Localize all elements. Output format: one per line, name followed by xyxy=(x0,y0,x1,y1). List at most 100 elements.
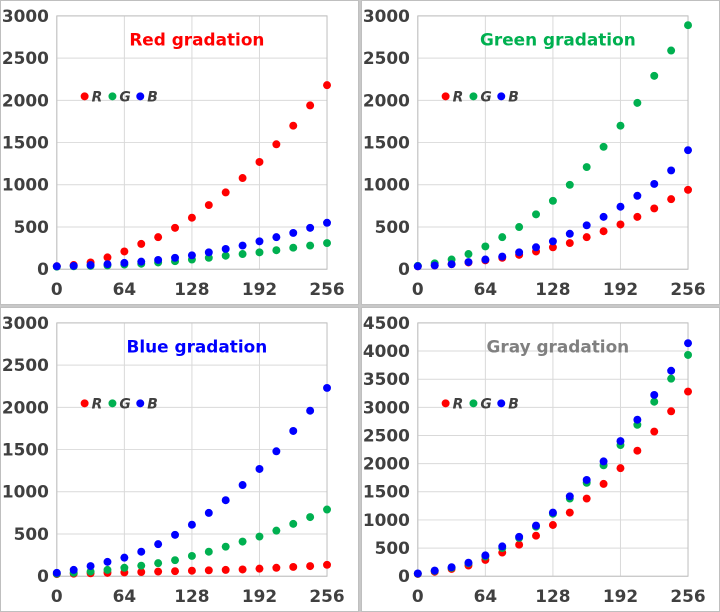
data-point-g xyxy=(650,71,659,80)
data-point-b xyxy=(323,383,331,392)
y-tick-label: 500 xyxy=(375,538,410,558)
data-point-b xyxy=(120,553,129,562)
x-tick-label: 192 xyxy=(603,586,638,606)
series-g xyxy=(52,505,331,578)
y-tick-label: 3000 xyxy=(363,397,410,417)
data-point-b xyxy=(667,166,676,175)
data-point-g xyxy=(289,243,298,252)
data-point-b xyxy=(684,339,692,348)
data-point-b xyxy=(498,252,507,261)
legend-marker-g xyxy=(108,92,117,101)
legend-marker-b xyxy=(497,92,506,101)
data-point-r xyxy=(667,407,676,416)
data-point-r xyxy=(650,427,659,436)
chart-panel-gray: 0 500 1000 1500 2000 2500 3000 3500 4000 4500 0 64 1… xyxy=(361,307,720,612)
data-point-r xyxy=(684,387,692,396)
y-tick-label: 1500 xyxy=(363,482,410,502)
data-point-g xyxy=(667,374,676,383)
data-point-b xyxy=(616,437,625,446)
data-point-b xyxy=(238,481,247,490)
data-point-b xyxy=(430,566,439,575)
x-tick-label: 128 xyxy=(174,279,209,299)
data-point-r xyxy=(272,563,281,572)
data-point-g xyxy=(204,547,213,556)
chart-panel-green: 0 500 1000 1500 2000 2500 3000 0 64 128 192 256 Gree… xyxy=(361,0,720,305)
y-tick-label: 2000 xyxy=(363,90,410,110)
legend-marker-r xyxy=(80,399,89,408)
data-point-b xyxy=(52,568,61,577)
data-point-g xyxy=(103,565,112,574)
data-point-g xyxy=(86,567,95,576)
data-point-g xyxy=(238,537,247,546)
data-point-b xyxy=(137,257,146,266)
data-point-b xyxy=(548,508,557,517)
legend-marker-g xyxy=(469,92,478,101)
data-point-g xyxy=(650,397,659,406)
data-point-b xyxy=(306,406,315,415)
data-point-b xyxy=(255,465,264,473)
data-point-g xyxy=(255,248,264,257)
data-point-b xyxy=(515,532,524,541)
x-tick-label: 128 xyxy=(535,279,570,299)
data-point-r xyxy=(633,212,642,221)
data-point-r xyxy=(548,243,557,252)
data-point-r xyxy=(532,531,541,540)
y-tick-label: 1000 xyxy=(2,175,49,195)
chart-red: 0 500 1000 1500 2000 2500 3000 0 64 128 192 256 Red … xyxy=(2,6,345,299)
legend-marker-r xyxy=(80,92,89,101)
y-tick-label: 2000 xyxy=(363,454,410,474)
data-point-b xyxy=(650,179,659,188)
chart-panel-red: 0 500 1000 1500 2000 2500 3000 0 64 128 192 256 Red … xyxy=(0,0,359,305)
data-point-g xyxy=(464,250,473,259)
data-point-r xyxy=(204,566,213,575)
data-point-b xyxy=(187,520,196,529)
data-point-b xyxy=(137,547,146,556)
x-tick-label: 0 xyxy=(51,586,63,606)
x-tick-label: 64 xyxy=(474,586,497,606)
data-point-r xyxy=(616,220,625,229)
data-point-g xyxy=(171,556,180,565)
series-b xyxy=(52,383,331,577)
plot-area xyxy=(56,15,328,270)
x-tick-label: 0 xyxy=(412,586,424,606)
x-tick-label: 256 xyxy=(309,586,344,606)
data-point-r xyxy=(221,188,230,197)
data-point-b xyxy=(633,191,642,200)
y-tick-label: 2500 xyxy=(363,425,410,445)
data-point-r xyxy=(289,121,298,130)
data-point-b xyxy=(323,218,331,227)
data-point-g xyxy=(532,210,541,219)
data-point-b xyxy=(69,261,78,270)
y-tick-label: 3500 xyxy=(363,369,410,389)
data-point-b xyxy=(221,496,230,505)
data-point-r xyxy=(137,568,146,576)
x-tick-label: 192 xyxy=(603,279,638,299)
legend-label-g: G xyxy=(480,89,491,105)
data-point-b xyxy=(447,260,456,269)
y-tick-label: 2500 xyxy=(2,355,49,375)
x-tick-label: 128 xyxy=(535,586,570,606)
data-point-b xyxy=(154,540,163,549)
legend-label-r: R xyxy=(453,396,464,412)
series-b xyxy=(52,218,331,271)
legend-marker-b xyxy=(136,399,145,408)
data-point-b xyxy=(481,551,490,560)
legend-label-b: B xyxy=(147,89,158,105)
plot-area xyxy=(56,322,328,577)
legend-label-b: B xyxy=(508,89,519,105)
y-tick-label: 0 xyxy=(398,259,410,279)
y-tick-label: 1500 xyxy=(2,440,49,460)
x-tick-label: 64 xyxy=(113,586,136,606)
data-point-b xyxy=(221,244,230,253)
data-point-g xyxy=(255,532,264,541)
data-point-r xyxy=(187,566,196,575)
data-point-g xyxy=(515,223,524,231)
data-point-b xyxy=(86,562,95,571)
legend-label-g: G xyxy=(119,89,130,105)
data-point-b xyxy=(548,237,557,246)
chart-panel-blue: 0 500 1000 1500 2000 2500 3000 0 64 128 192 256 Blue… xyxy=(0,307,359,612)
data-point-r xyxy=(599,227,608,236)
data-point-b xyxy=(103,260,112,269)
data-point-r xyxy=(238,565,247,574)
